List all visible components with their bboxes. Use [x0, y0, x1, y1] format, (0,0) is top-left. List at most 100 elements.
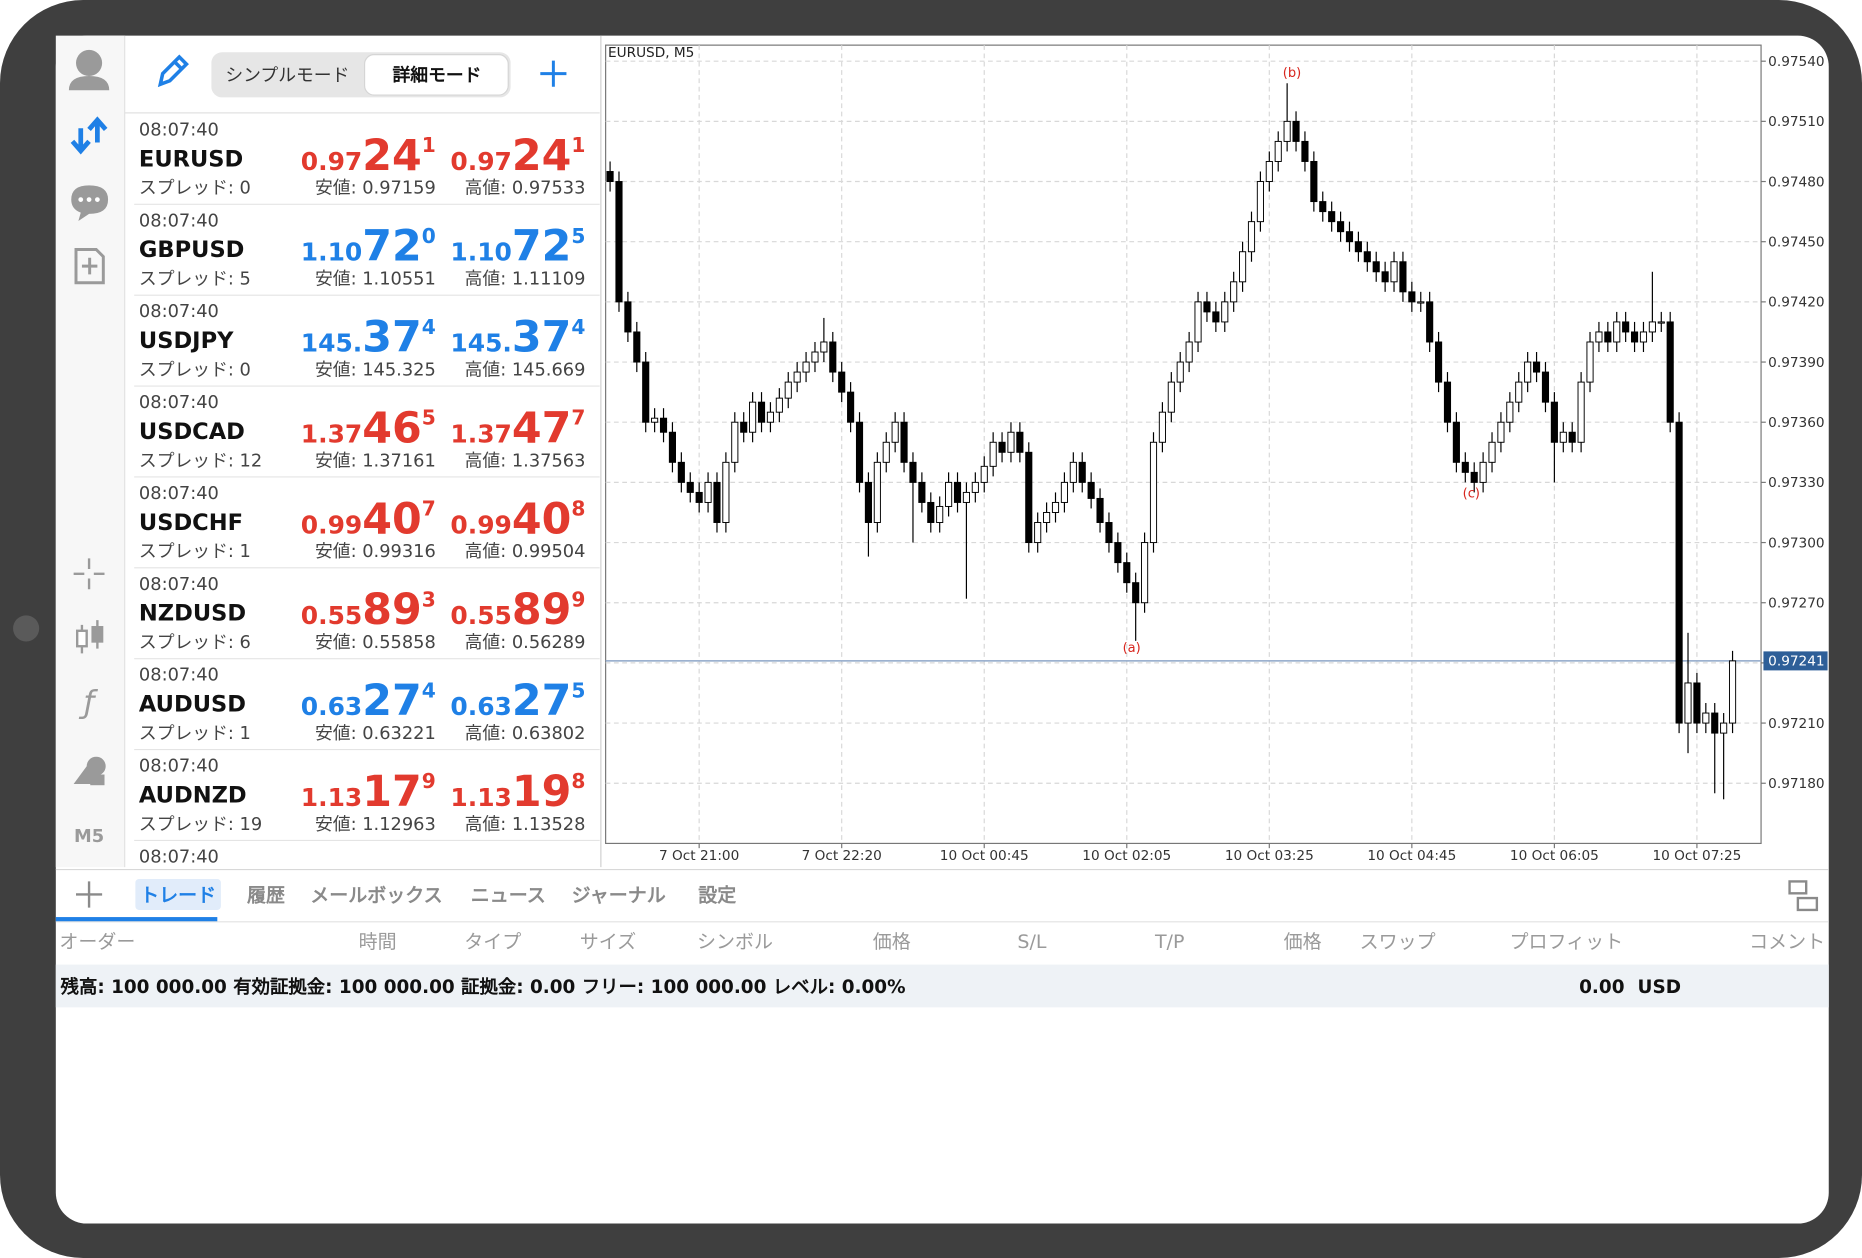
icon-part: [76, 49, 103, 77]
candle-body: [1283, 120, 1291, 142]
add-symbol[interactable]: [540, 60, 567, 87]
icon-objects[interactable]: [73, 756, 106, 786]
candle-body: [1461, 461, 1469, 473]
candle-body: [1417, 301, 1425, 304]
candle-body: [1711, 712, 1719, 734]
tab[interactable]: 履歴: [247, 885, 285, 907]
x-tick-label: 7 Oct 22:20: [802, 848, 882, 864]
candle-body: [1078, 461, 1086, 483]
tab[interactable]: トレード: [140, 885, 216, 907]
candle-body: [1443, 381, 1452, 423]
tab[interactable]: ジャーナル: [572, 885, 666, 907]
icon-edit[interactable]: [157, 54, 189, 88]
price-pips: 89: [362, 585, 421, 635]
side-rail: [55, 35, 125, 868]
candle-body: [918, 481, 926, 503]
candle-body: [873, 461, 881, 523]
tab[interactable]: ニュース: [471, 885, 546, 907]
y-tick-label: 0.97480: [1768, 174, 1824, 190]
candle-body: [1212, 311, 1220, 323]
icon-chart-type[interactable]: [76, 620, 104, 654]
candle-body: [1559, 431, 1567, 443]
price-pips: 17: [362, 767, 421, 817]
icon-part: [68, 76, 110, 91]
icon-part: [73, 558, 105, 590]
icon-account[interactable]: [68, 49, 110, 91]
quote-spread: スプレッド: 5: [139, 269, 251, 290]
candle-body: [1051, 501, 1060, 513]
quote-ask: 0.55899: [450, 585, 585, 635]
candle-body: [1720, 722, 1728, 734]
candle-body: [998, 441, 1006, 453]
candle-body: [704, 481, 712, 503]
tab[interactable]: 設定: [698, 885, 736, 907]
quote-bid: 1.37465: [301, 403, 436, 453]
price-prefix: 1.10: [450, 238, 512, 267]
candle-body: [1470, 471, 1478, 483]
candle-body: [757, 401, 766, 423]
candle-body: [677, 461, 685, 483]
mode-option[interactable]: 詳細モード: [393, 64, 482, 86]
candle-body: [1550, 401, 1558, 443]
price-pips: 27: [362, 676, 421, 726]
x-tick-label: 10 Oct 07:25: [1652, 848, 1741, 864]
candle-body: [749, 401, 757, 433]
candle-body: [1675, 421, 1683, 724]
toolbox-add[interactable]: [76, 881, 103, 908]
quote-low: 安値: 0.97159: [315, 178, 436, 199]
price-pips: 24: [512, 131, 571, 181]
price-pips: 72: [362, 222, 421, 272]
icon-chat[interactable]: [71, 185, 109, 221]
candle-body: [1524, 361, 1532, 383]
candle-body: [909, 461, 917, 483]
candle-body: [1702, 712, 1710, 724]
quote-ask: 145.374: [450, 313, 585, 363]
column-header: サイズ: [580, 931, 636, 953]
icon-new-order[interactable]: [74, 247, 105, 285]
candle-body: [927, 501, 935, 523]
icon-part: [87, 116, 108, 143]
timeframe-button[interactable]: M5: [74, 826, 104, 847]
y-tick-label: 0.97450: [1768, 234, 1824, 250]
candle-body: [1452, 421, 1460, 463]
tab[interactable]: メールボックス: [310, 885, 442, 907]
column-header: S/L: [1017, 931, 1046, 953]
y-tick-label: 0.97390: [1768, 355, 1824, 371]
icon-layout[interactable]: [1788, 880, 1819, 912]
price-pips: 40: [512, 494, 571, 544]
candle-body: [838, 371, 846, 393]
column-header: タイプ: [464, 931, 521, 953]
candle-body: [1043, 511, 1051, 523]
mode-selected-bg: [363, 54, 509, 96]
candle-body: [1256, 181, 1264, 223]
icon-indicators[interactable]: ƒ: [79, 685, 99, 721]
quote-spread: スプレッド: 19: [139, 814, 262, 835]
candle-body: [659, 417, 668, 433]
mode-option[interactable]: シンプルモード: [225, 65, 349, 86]
column-header: オーダー: [59, 931, 135, 953]
icon-crosshair[interactable]: [73, 558, 105, 590]
column-header: シンボル: [697, 931, 773, 953]
quote-spread: スプレッド: 0: [139, 359, 251, 380]
column-header: T/P: [1154, 931, 1184, 953]
candle-body: [1034, 522, 1042, 544]
candle-body: [1060, 481, 1068, 503]
quote-row[interactable]: 08:07:40: [139, 846, 219, 867]
quote-time: 08:07:40: [139, 665, 219, 686]
home-button[interactable]: [13, 615, 40, 642]
icon-quotes[interactable]: [70, 116, 108, 155]
candle-body: [1016, 431, 1024, 453]
candle-body: [740, 421, 748, 433]
candle-body: [1506, 401, 1514, 423]
quote-high: 高値: 0.63802: [465, 723, 586, 744]
icon-part: [70, 128, 91, 155]
price-prefix: 1.37: [301, 419, 363, 448]
